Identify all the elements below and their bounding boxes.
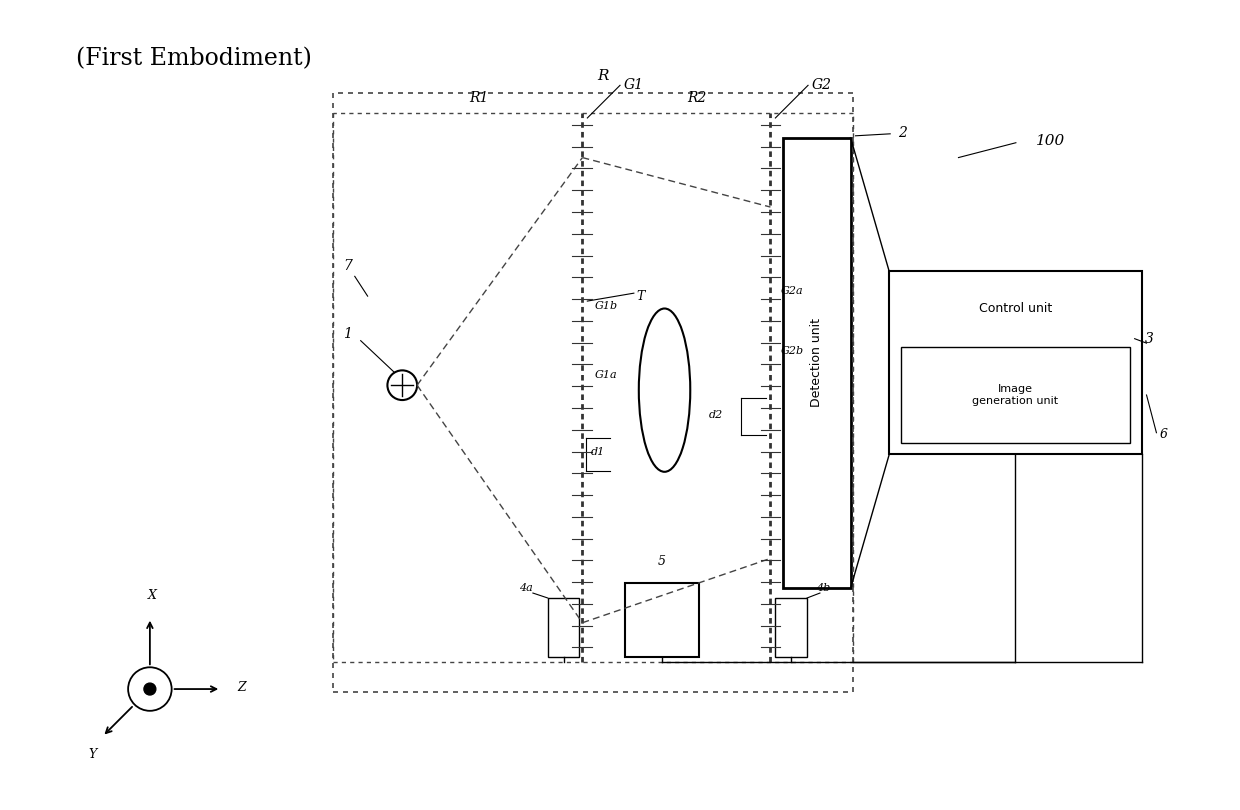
Text: (First Embodiment): (First Embodiment) <box>76 47 311 70</box>
Text: Y: Y <box>88 748 97 761</box>
Text: G2: G2 <box>812 79 832 92</box>
Text: T: T <box>637 290 645 303</box>
Text: 4a: 4a <box>520 583 533 593</box>
Text: 3: 3 <box>1145 331 1154 346</box>
Text: 6: 6 <box>1159 428 1167 441</box>
Bar <box>548 598 579 658</box>
Text: G2a: G2a <box>780 286 804 296</box>
Text: G1b: G1b <box>594 301 618 311</box>
Text: 1: 1 <box>343 326 352 341</box>
Text: 5: 5 <box>657 556 666 569</box>
Text: 4b: 4b <box>816 583 830 593</box>
Text: R2: R2 <box>687 91 707 105</box>
Bar <box>901 347 1130 442</box>
Text: R1: R1 <box>469 91 489 105</box>
Text: 2: 2 <box>898 126 906 140</box>
Text: G2b: G2b <box>780 346 804 356</box>
Text: X: X <box>148 589 156 602</box>
Bar <box>784 138 851 588</box>
Text: Detection unit: Detection unit <box>811 318 823 407</box>
Bar <box>775 598 807 658</box>
Circle shape <box>144 683 156 695</box>
Text: d2: d2 <box>709 410 723 420</box>
Text: Z: Z <box>237 680 246 693</box>
Text: G1a: G1a <box>594 370 616 381</box>
Text: Image
generation unit: Image generation unit <box>972 384 1059 406</box>
Text: 100: 100 <box>1035 134 1065 147</box>
Bar <box>889 271 1142 454</box>
Text: 7: 7 <box>343 259 352 274</box>
Text: R: R <box>598 70 609 83</box>
Bar <box>625 583 699 658</box>
Text: d1: d1 <box>590 446 605 457</box>
Text: Control unit: Control unit <box>978 302 1052 316</box>
Text: G1: G1 <box>624 79 644 92</box>
